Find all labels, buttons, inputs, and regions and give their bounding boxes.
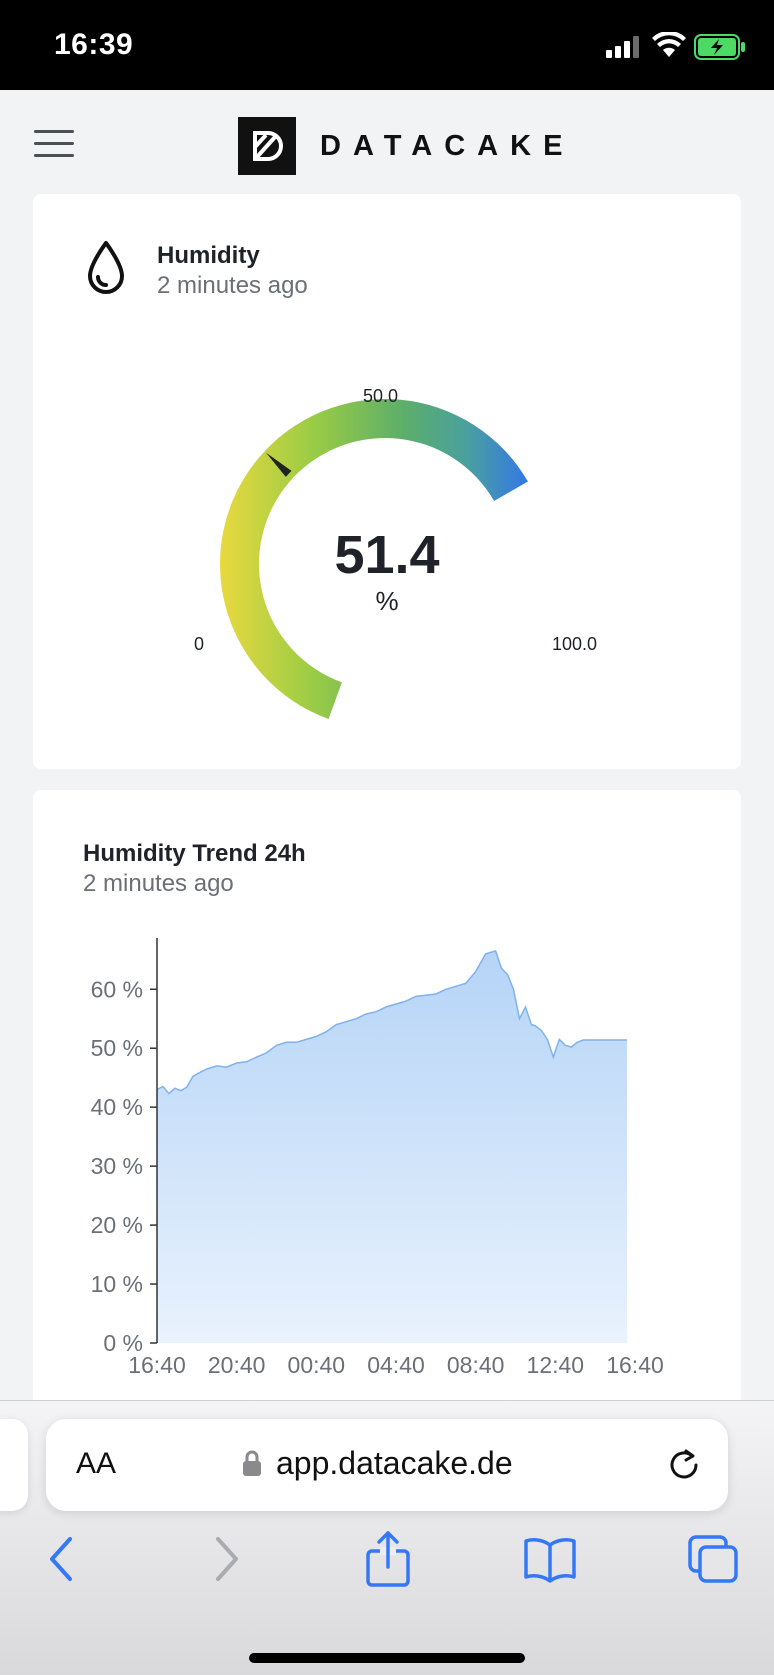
trend-card-title: Humidity Trend 24h	[83, 840, 306, 867]
aa-label: AA	[76, 1447, 117, 1480]
x-tick-label: 12:40	[527, 1352, 585, 1378]
brand-name: DATACAKE	[320, 130, 575, 162]
humidity-trend-card: Humidity Trend 24h 2 minutes ago 0 % 10 %…	[33, 790, 741, 1410]
y-tick-label: 0 %	[103, 1330, 143, 1356]
y-tick-label: 10 %	[91, 1271, 143, 1297]
x-tick-label: 16:40	[606, 1352, 664, 1378]
x-tick-label: 04:40	[367, 1352, 425, 1378]
cellular-signal-icon	[606, 36, 639, 58]
battery-charging-icon	[694, 34, 745, 60]
x-tick-label: 00:40	[288, 1352, 346, 1378]
x-tick-label: 20:40	[208, 1352, 266, 1378]
humidity-trend-chart: 0 % 10 % 20 % 30 % 40 % 50 % 60 % 16:40 20:40 00:…	[91, 938, 664, 1378]
bookmarks-icon[interactable]	[520, 1529, 580, 1589]
address-bar[interactable]: AA app.datacake.de	[46, 1419, 728, 1511]
reader-text-size-button[interactable]: AA	[76, 1447, 116, 1481]
gauge-value: 51.4	[334, 525, 440, 585]
back-chevron-icon[interactable]	[32, 1529, 92, 1589]
y-tick-label: 60 %	[91, 976, 143, 1002]
hamburger-menu-icon[interactable]	[34, 130, 74, 160]
app-header: DATACAKE	[0, 90, 774, 194]
gauge-card-title: Humidity	[157, 242, 260, 269]
y-tick-label: 50 %	[91, 1035, 143, 1061]
gauge-mid-label: 50.0	[363, 386, 399, 406]
home-indicator	[249, 1653, 525, 1663]
browser-toolbar: AA app.datacake.de	[0, 1400, 774, 1675]
status-bar: 16:39	[0, 0, 774, 90]
x-tick-label: 08:40	[447, 1352, 505, 1378]
trend-area	[157, 950, 628, 1343]
y-tick-label: 40 %	[91, 1094, 143, 1120]
gauge-card-updated: 2 minutes ago	[157, 272, 308, 299]
gauge-needle	[265, 452, 292, 477]
share-icon[interactable]	[358, 1529, 418, 1589]
y-tick-label: 20 %	[91, 1212, 143, 1238]
x-tick-label: 16:40	[128, 1352, 186, 1378]
y-tick-label: 30 %	[91, 1153, 143, 1179]
trend-card-updated: 2 minutes ago	[83, 870, 234, 897]
gauge-max-label: 100.0	[552, 634, 598, 654]
previous-tab-peek[interactable]	[0, 1419, 28, 1511]
reload-icon[interactable]	[666, 1447, 702, 1483]
forward-chevron-icon[interactable]	[196, 1529, 256, 1589]
humidity-gauge	[219, 398, 528, 720]
water-drop-icon	[88, 241, 124, 294]
datacake-logo-icon[interactable]	[238, 117, 296, 175]
trend-line	[156, 949, 627, 1095]
status-time: 16:39	[54, 28, 134, 61]
url-text: app.datacake.de	[276, 1445, 513, 1481]
humidity-gauge-card: Humidity 2 minutes ago 50.0 0 100.0 51.4…	[33, 194, 741, 769]
gauge-unit: %	[375, 586, 399, 616]
browser-nav-bar	[0, 1529, 774, 1599]
wifi-icon	[652, 32, 686, 57]
gauge-min-label: 0	[194, 634, 205, 654]
lock-icon	[243, 1450, 261, 1476]
tabs-icon[interactable]	[684, 1529, 744, 1589]
